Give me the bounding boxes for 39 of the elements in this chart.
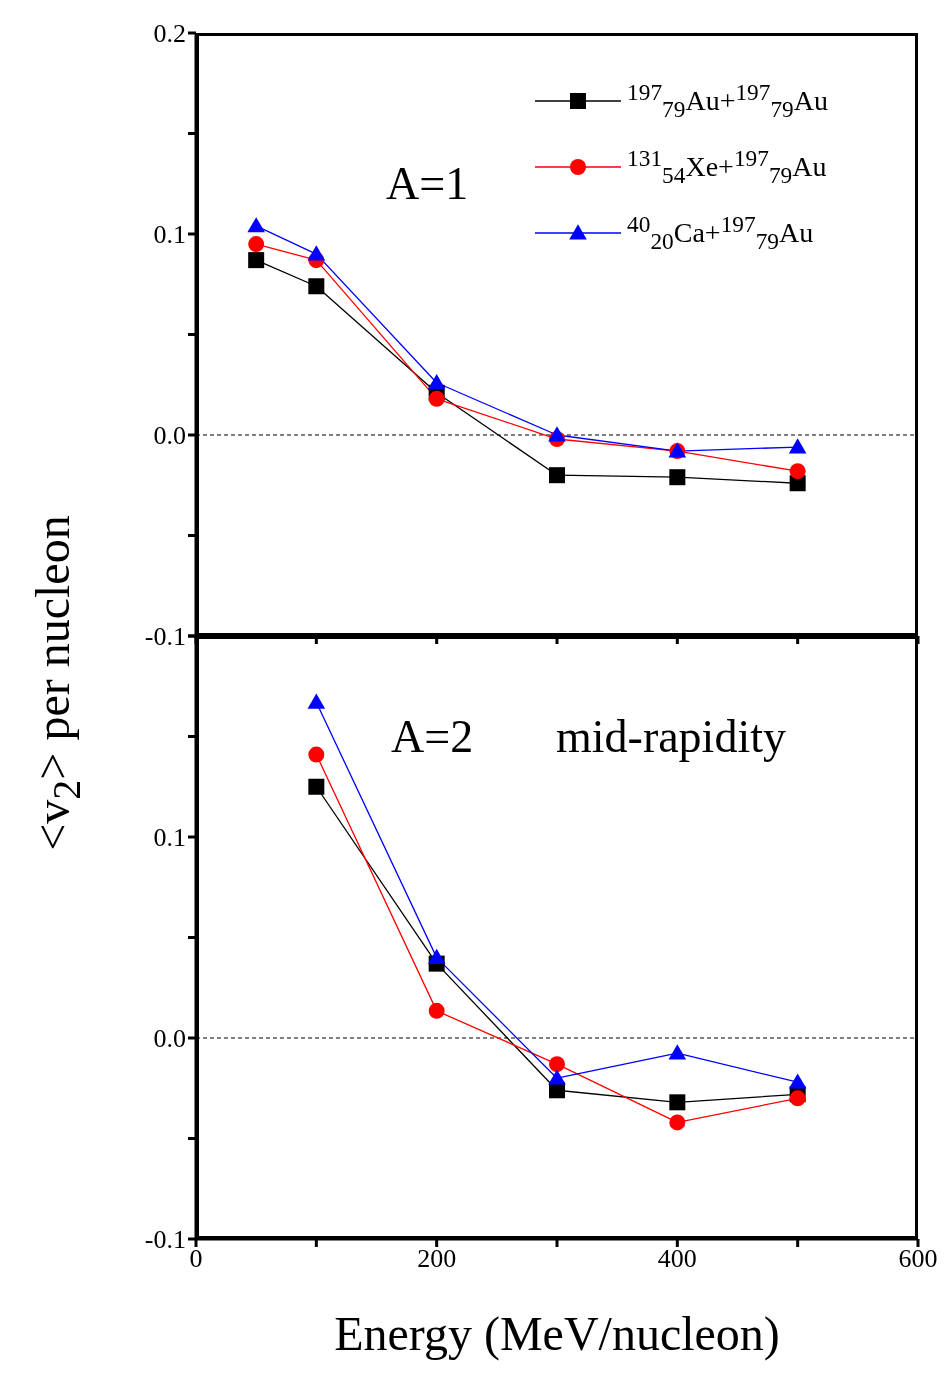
point (307, 245, 326, 261)
point (548, 426, 566, 442)
x-tick-label: 200 (417, 1244, 457, 1274)
point (427, 373, 446, 390)
y-tick-label: 0.1 (153, 823, 186, 853)
point (789, 463, 806, 480)
point (308, 778, 325, 795)
point (669, 1094, 686, 1111)
point (248, 236, 265, 253)
point (669, 469, 686, 486)
annotation: A=1 (386, 157, 469, 211)
point (549, 1056, 565, 1073)
point (549, 467, 565, 484)
x-tick-label: 0 (189, 1244, 203, 1274)
point (788, 1073, 807, 1089)
point (668, 1044, 687, 1060)
x-tick-label: 600 (898, 1244, 938, 1274)
y-tick-label: 0.1 (153, 220, 186, 250)
point (308, 278, 325, 295)
point (548, 1069, 566, 1085)
annotation: A=2 (391, 710, 474, 764)
y-tick-label: 0.2 (153, 19, 186, 49)
y-tick-label: -0.1 (144, 622, 186, 652)
point (308, 746, 325, 763)
y-tick-label: 0.0 (153, 421, 186, 451)
point (428, 390, 445, 407)
point (427, 948, 446, 964)
annotation: mid-rapidity (556, 710, 786, 764)
x-axis-title: Energy (MeV/nucleon) (333, 1306, 781, 1361)
point (247, 217, 265, 233)
y-tick-label: 0.0 (153, 1024, 186, 1054)
point (669, 1114, 686, 1131)
point (307, 693, 326, 709)
point (428, 1002, 445, 1019)
y-tick-label: -0.1 (144, 1225, 186, 1255)
x-tick-label: 400 (657, 1244, 697, 1274)
point (789, 1090, 806, 1107)
point (788, 438, 807, 454)
point (248, 252, 265, 269)
